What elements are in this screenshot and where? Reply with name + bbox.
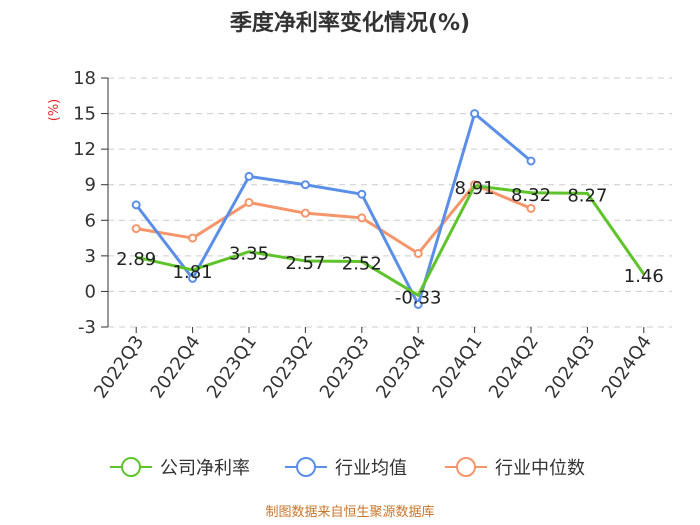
data-label: 2.57	[285, 253, 325, 274]
series-line	[135, 184, 646, 297]
data-point	[131, 224, 141, 234]
y-axis-label: (%)	[47, 99, 62, 122]
y-tick-label: -3	[78, 317, 96, 338]
data-point	[244, 171, 254, 181]
legend[interactable]: 公司净利率 行业均值 行业中位数	[110, 457, 585, 479]
data-label: 8.32	[511, 185, 551, 206]
legend-item[interactable]: 公司净利率	[160, 458, 250, 479]
data-point	[188, 233, 198, 243]
data-label: -0.33	[395, 287, 442, 308]
x-tick-label: 2023Q3	[316, 332, 374, 403]
data-label: 1.81	[173, 262, 213, 283]
data-point	[188, 273, 198, 283]
x-tick-label: 2024Q1	[429, 332, 487, 403]
data-label: 8.91	[455, 178, 495, 199]
grid	[108, 77, 672, 328]
y-tick-label: 15	[73, 104, 96, 125]
source-note: 制图数据来自恒生聚源数据库	[265, 504, 434, 520]
data-label: 1.46	[624, 266, 664, 287]
x-tick-label: 2022Q3	[90, 332, 148, 403]
y-tick-label: 9	[85, 175, 96, 196]
series-lines	[131, 109, 646, 309]
data-point	[244, 198, 254, 207]
data-point	[526, 203, 536, 213]
x-axis: 2022Q32022Q42023Q12023Q22023Q32023Q42024…	[90, 327, 656, 402]
x-tick-label: 2024Q2	[485, 332, 543, 403]
legend-item[interactable]: 行业中位数	[495, 458, 585, 479]
y-tick-label: 12	[73, 139, 96, 160]
data-point	[413, 299, 423, 309]
data-point	[300, 208, 310, 218]
series-line	[135, 112, 532, 306]
data-label: 2.89	[116, 249, 156, 270]
series-line	[135, 183, 532, 255]
legend-marker	[121, 457, 141, 477]
y-tick-label: 3	[85, 246, 96, 267]
x-tick-label: 2023Q2	[259, 332, 317, 403]
x-tick-label: 2023Q4	[372, 332, 430, 403]
data-point	[357, 189, 367, 199]
x-tick-label: 2024Q4	[598, 332, 656, 403]
chart-title: 季度净利率变化情况(%)	[230, 10, 470, 36]
data-point	[470, 109, 480, 119]
data-label: 2.52	[342, 254, 382, 275]
x-tick-label: 2022Q4	[147, 332, 205, 403]
y-axis: -3 0 3 6 9 12 15 18	[73, 68, 109, 338]
data-point	[526, 156, 536, 166]
legend-marker	[296, 457, 316, 477]
x-tick-label: 2023Q1	[203, 332, 261, 403]
y-tick-label: 6	[85, 210, 96, 231]
y-tick-label: 0	[85, 281, 96, 302]
data-point	[300, 180, 310, 190]
data-point	[357, 213, 367, 223]
data-labels: 2.89 1.81 3.35 2.57 2.52 -0.33 8.91 8.32 8.27 1.4…	[116, 178, 664, 309]
y-tick-label: 18	[73, 68, 96, 89]
data-label: 8.27	[567, 185, 607, 206]
data-point	[413, 248, 423, 258]
data-point	[131, 200, 141, 210]
data-label: 3.35	[229, 244, 269, 265]
legend-marker	[456, 457, 476, 477]
x-tick-label: 2024Q3	[541, 332, 599, 403]
legend-item[interactable]: 行业均值	[335, 458, 407, 479]
